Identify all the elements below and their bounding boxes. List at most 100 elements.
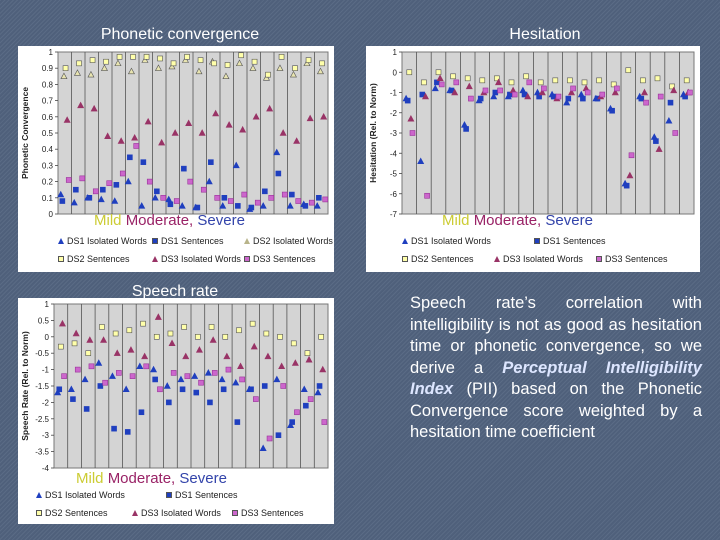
data-point bbox=[74, 366, 81, 373]
data-point bbox=[111, 425, 117, 432]
data-point bbox=[141, 56, 149, 63]
data-point bbox=[262, 188, 268, 195]
data-point bbox=[227, 198, 234, 204]
square-icon bbox=[152, 238, 158, 244]
chart-legend-hesitation: DS1 Isolated Words DS1 Sentences DS2 Sen… bbox=[402, 236, 700, 272]
data-point bbox=[318, 333, 324, 340]
data-point bbox=[581, 79, 588, 86]
square-icon bbox=[232, 510, 238, 516]
data-point bbox=[409, 130, 416, 136]
data-point bbox=[249, 64, 257, 71]
data-point bbox=[57, 190, 65, 198]
data-point bbox=[111, 197, 119, 204]
data-point bbox=[494, 75, 500, 82]
data-point bbox=[295, 198, 302, 204]
data-point bbox=[225, 121, 233, 128]
data-point bbox=[208, 159, 214, 165]
legend-label: DS1 Sentences bbox=[175, 490, 238, 500]
data-point bbox=[184, 373, 191, 379]
data-point bbox=[185, 119, 193, 126]
legend-item: DS1 Sentences bbox=[166, 490, 238, 500]
data-point bbox=[567, 88, 576, 96]
data-point bbox=[667, 99, 674, 106]
data-point bbox=[252, 112, 260, 120]
data-point bbox=[281, 191, 288, 198]
data-point bbox=[154, 188, 160, 195]
phonetic-convergence-chart: 0 0.1 0.2 0.3 0.4 0.5 0.6 0.7 0.8 0.9 1 Phonetic Co… bbox=[20, 48, 329, 219]
data-point bbox=[211, 60, 217, 67]
data-point bbox=[221, 195, 228, 201]
data-point bbox=[464, 75, 471, 82]
data-point bbox=[214, 195, 221, 201]
data-point bbox=[611, 88, 619, 96]
data-point bbox=[261, 383, 268, 389]
data-point bbox=[171, 129, 179, 136]
data-point bbox=[204, 369, 212, 376]
legend-item: DS3 Sentences bbox=[244, 254, 316, 264]
legend-label: DS1 Sentences bbox=[161, 236, 224, 246]
data-point bbox=[687, 89, 693, 96]
data-point bbox=[313, 202, 321, 209]
y-tick-label: 0.4 bbox=[42, 145, 54, 154]
square-icon bbox=[244, 256, 250, 262]
data-point bbox=[665, 117, 673, 124]
legend-item: DS1 Sentences bbox=[152, 236, 224, 246]
data-point bbox=[314, 388, 322, 396]
data-point bbox=[86, 195, 93, 201]
data-point bbox=[306, 114, 314, 122]
severity-label-group: Mild Moderate, Severe bbox=[94, 212, 245, 229]
square-icon bbox=[596, 256, 602, 262]
data-point bbox=[303, 59, 311, 67]
data-point bbox=[178, 202, 186, 209]
data-point bbox=[56, 386, 63, 393]
data-point bbox=[320, 112, 328, 120]
data-point bbox=[168, 339, 176, 347]
data-point bbox=[108, 372, 116, 379]
severity-moderate-label: Moderate, bbox=[473, 212, 542, 229]
data-point bbox=[127, 67, 135, 75]
data-point bbox=[248, 386, 254, 393]
data-point bbox=[468, 95, 474, 102]
y-tick-label: 1 bbox=[49, 48, 54, 57]
y-tick-label: 0.3 bbox=[42, 161, 54, 170]
data-point bbox=[273, 148, 281, 156]
data-point bbox=[625, 67, 632, 74]
data-point bbox=[100, 186, 106, 193]
legend-label: DS2 Isolated Words bbox=[253, 236, 333, 246]
hesitation-chart: -7 -6 -5 -4 -3 -2 -1 0 1 Hesitation (Rel. to Norm… bbox=[368, 48, 695, 219]
data-point bbox=[289, 191, 295, 198]
data-point bbox=[508, 79, 515, 86]
data-point bbox=[140, 320, 146, 327]
severity-label-group: Mild Moderate, Severe bbox=[442, 212, 593, 229]
data-point bbox=[239, 376, 245, 383]
data-point bbox=[76, 60, 82, 67]
data-point bbox=[511, 91, 518, 98]
data-point bbox=[479, 77, 486, 84]
data-point bbox=[435, 69, 442, 76]
data-point bbox=[167, 201, 174, 208]
data-point bbox=[523, 73, 529, 80]
data-point bbox=[259, 444, 267, 452]
data-point bbox=[626, 171, 634, 179]
data-point bbox=[266, 435, 273, 442]
data-point bbox=[406, 69, 413, 76]
data-point bbox=[102, 379, 108, 386]
legend-label: DS2 Sentences bbox=[45, 508, 108, 518]
y-tick-label: 0.7 bbox=[42, 97, 54, 106]
data-point bbox=[218, 375, 226, 383]
pii-term: Perceptual Intelligibility Index bbox=[410, 358, 702, 399]
data-point bbox=[421, 79, 427, 86]
data-point bbox=[112, 330, 119, 337]
data-point bbox=[628, 152, 635, 159]
data-point bbox=[181, 165, 187, 172]
data-point bbox=[73, 69, 81, 76]
y-tick-label: -2 bbox=[42, 398, 50, 407]
data-point bbox=[277, 333, 283, 340]
data-point bbox=[59, 198, 66, 204]
y-tick-label: -3 bbox=[42, 431, 50, 440]
data-point bbox=[122, 385, 130, 392]
data-point bbox=[65, 177, 72, 183]
description-post: (PII) based on the Phonetic Convergence … bbox=[410, 380, 702, 441]
data-point bbox=[89, 57, 96, 63]
y-tick-label: -1 bbox=[42, 366, 50, 375]
